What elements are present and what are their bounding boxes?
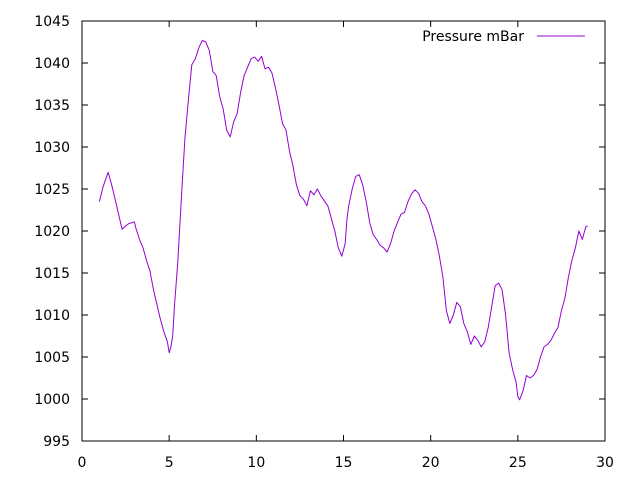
y-tick-label: 1000: [34, 392, 70, 408]
y-axis: 995 1000 1005 1010 1015 1020 1025 1030 1035 1040 1…: [34, 14, 605, 450]
legend-label: Pressure mBar: [422, 29, 524, 45]
x-tick-label: 25: [509, 455, 527, 471]
y-tick-label: 1040: [34, 56, 70, 72]
x-tick-label: 5: [165, 455, 174, 471]
plot-frame: [81, 20, 606, 442]
legend: Pressure mBar: [422, 29, 585, 45]
x-tick-label: 0: [78, 455, 87, 471]
y-tick-label: 1005: [34, 350, 70, 366]
series-line-pressure: [98, 39, 588, 401]
x-tick-label: 10: [247, 455, 265, 471]
y-tick-label: 1015: [34, 266, 70, 282]
y-tick-label: 1020: [34, 224, 70, 240]
y-tick-label: 1030: [34, 140, 70, 156]
x-axis: 0 5 10 15 20 25 30: [78, 21, 614, 471]
x-tick-label: 15: [335, 455, 353, 471]
y-tick-label: 1035: [34, 98, 70, 114]
series-group: [98, 39, 588, 401]
y-tick-label: 1025: [34, 182, 70, 198]
x-tick-label: 20: [422, 455, 440, 471]
y-tick-label: 1045: [34, 14, 70, 30]
y-tick-label: 1010: [34, 308, 70, 324]
x-tick-label: 30: [596, 455, 614, 471]
y-tick-label: 995: [43, 434, 70, 450]
